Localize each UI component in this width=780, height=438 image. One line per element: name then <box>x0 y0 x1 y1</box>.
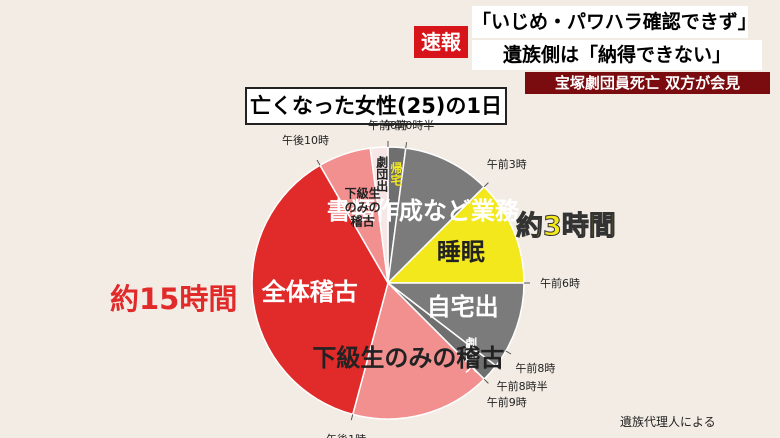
pie-slice <box>251 164 389 416</box>
tick-mark <box>405 142 408 149</box>
pie-slice <box>351 281 486 420</box>
tick-label: 午前8時 <box>515 362 556 376</box>
pie-slice <box>385 282 525 367</box>
pie-slice <box>386 185 525 284</box>
tick-mark <box>316 159 321 166</box>
slice-label: 劇団出 <box>374 156 389 193</box>
slice-label: 劇団入 <box>463 336 478 373</box>
tick-label: 午後10時 <box>282 134 329 148</box>
headline: 遺族側は「納得できない」 <box>472 40 762 70</box>
tick-mark <box>495 365 501 370</box>
ticker: 宝塚劇団員死亡 双方が会見 <box>525 72 770 94</box>
tick-label: 午前8時半 <box>496 379 548 393</box>
tick-label: 午前6時 <box>540 277 580 290</box>
tick-label: 午前3時 <box>486 158 527 172</box>
slice-label: 全体稽古 <box>261 278 358 307</box>
headline: 「いじめ・パワハラ確認できず」 <box>472 6 757 38</box>
flash-badge: 速報 <box>414 26 468 58</box>
source-note: 遺族代理人による <box>620 415 716 429</box>
tick-label: 午後1時 <box>326 431 366 438</box>
tick-label: 午前0時半 <box>383 118 435 132</box>
slice-label: 睡眠 <box>436 238 485 267</box>
pie-slice <box>386 147 486 286</box>
slice-label: 自宅出 <box>426 293 499 322</box>
tick-label: 午前0時 <box>368 119 408 132</box>
slice-label: 帰宅 <box>389 162 404 187</box>
tick-mark <box>483 182 489 188</box>
annotation: 約15時間 <box>110 282 238 316</box>
slice-label: 下級生のみの稽古 <box>344 186 381 229</box>
tick-label: 午前9時 <box>486 395 527 409</box>
slice-label: 書類作成など業務 <box>326 197 519 226</box>
annotation: 約3時間 <box>516 211 617 243</box>
slice-label: 下級生のみの稽古 <box>312 344 505 373</box>
tick-mark <box>505 350 512 355</box>
tick-mark <box>483 378 489 384</box>
chart-title: 亡くなった女性(25)の1日 <box>245 87 507 125</box>
tick-mark <box>350 414 354 421</box>
